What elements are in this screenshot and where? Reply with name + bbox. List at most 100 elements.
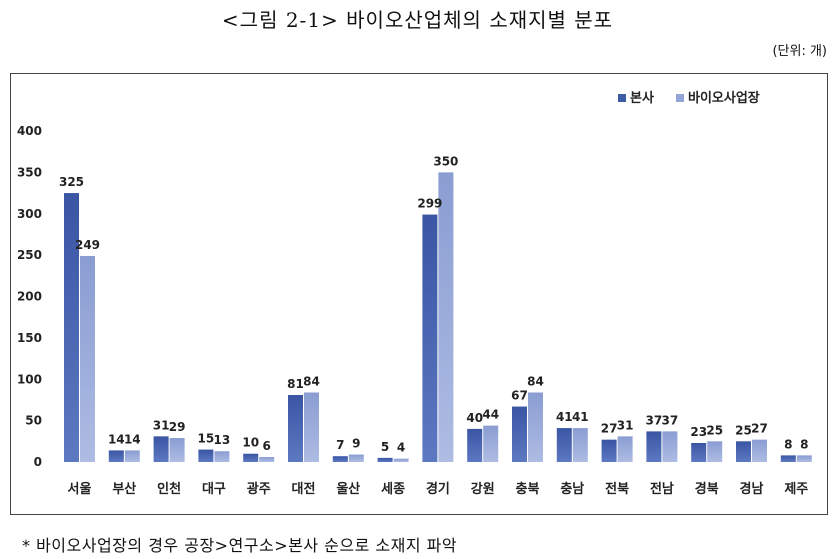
x-tick-label: 서울 <box>68 481 92 497</box>
data-label: 40 <box>466 411 483 425</box>
data-label: 9 <box>352 437 360 451</box>
y-tick-label: 0 <box>34 455 42 469</box>
legend-swatch-bio-site <box>676 94 684 102</box>
bar-headquarters <box>64 193 79 462</box>
data-label: 67 <box>511 389 528 403</box>
data-label: 350 <box>433 154 458 168</box>
data-label: 6 <box>263 439 271 453</box>
x-tick-label: 전남 <box>650 481 674 497</box>
x-tick-label: 세종 <box>381 482 405 497</box>
data-label: 31 <box>153 418 170 432</box>
y-axis: 0 50 100 150 200 250 300 350 400 <box>17 124 42 469</box>
x-tick-label: 충남 <box>560 481 584 497</box>
bar-bio-site <box>572 428 588 462</box>
y-tick-label: 150 <box>17 331 42 345</box>
y-tick-label: 300 <box>17 207 42 221</box>
unit-label: (단위: 개) <box>772 44 827 59</box>
data-label: 8 <box>784 437 792 451</box>
x-tick-label: 울산 <box>336 481 360 497</box>
chart-title: <그림 2-1> 바이오산업체의 소재지별 분포 <box>221 8 614 32</box>
x-tick-label: 대전 <box>292 481 316 497</box>
bar-bio-site <box>752 439 767 462</box>
bar-headquarters <box>332 456 348 462</box>
data-label: 31 <box>617 418 634 432</box>
data-label: 29 <box>169 420 186 434</box>
x-tick-label: 강원 <box>471 481 495 497</box>
data-label: 44 <box>482 408 499 422</box>
x-tick-label: 인천 <box>157 481 181 497</box>
bar-headquarters <box>646 431 662 462</box>
x-tick-label: 전북 <box>605 481 629 497</box>
x-tick-label: 광주 <box>247 482 271 497</box>
bar-headquarters <box>691 442 707 462</box>
bar-headquarters <box>198 449 214 462</box>
bars-group <box>64 172 812 462</box>
bar-bio-site <box>393 458 409 462</box>
bar-bio-site <box>214 451 230 462</box>
data-label: 27 <box>751 422 768 436</box>
y-tick-label: 200 <box>17 290 42 304</box>
data-label: 41 <box>572 410 589 424</box>
x-tick-label: 경기 <box>426 481 450 497</box>
bar-bio-site <box>707 441 723 462</box>
data-label: 41 <box>556 410 573 424</box>
bar-bio-site <box>483 425 499 462</box>
x-tick-label: 경북 <box>695 481 719 497</box>
bar-bio-site <box>348 454 364 462</box>
x-tick-label: 제주 <box>784 482 808 497</box>
y-tick-label: 350 <box>17 165 42 179</box>
y-tick-label: 250 <box>17 248 42 262</box>
bar-headquarters <box>736 441 751 462</box>
bar-bio-site <box>662 431 678 462</box>
bar-headquarters <box>467 428 483 462</box>
footnote: * 바이오사업장의 경우 공장>연구소>본사 순으로 소재지 파악 <box>22 536 458 555</box>
data-label: 15 <box>198 432 215 446</box>
bar-bio-site <box>304 392 319 462</box>
data-label: 14 <box>124 432 141 446</box>
data-label: 37 <box>646 413 663 427</box>
chart-frame <box>10 73 828 515</box>
bar-bio-site <box>124 450 140 462</box>
legend: 본사 바이오사업장 <box>618 90 760 106</box>
data-label: 325 <box>59 175 84 189</box>
bar-headquarters <box>288 394 303 462</box>
x-tick-label: 충북 <box>516 481 540 497</box>
legend-swatch-headquarters <box>618 94 626 102</box>
data-label: 81 <box>287 377 304 391</box>
x-tick-label: 부산 <box>112 481 136 497</box>
bar-bio-site <box>528 392 543 462</box>
data-label: 249 <box>75 238 100 252</box>
legend-label-bio-site: 바이오사업장 <box>688 90 760 106</box>
bar-bio-site <box>259 457 275 462</box>
data-label: 8 <box>800 437 808 451</box>
bar-bio-site <box>617 436 633 462</box>
data-label: 27 <box>601 422 618 436</box>
data-label: 14 <box>108 432 125 446</box>
data-label: 84 <box>303 374 320 388</box>
data-label: 37 <box>662 413 679 427</box>
bar-headquarters <box>556 428 572 462</box>
x-tick-label: 대구 <box>202 482 226 497</box>
bar-headquarters <box>601 439 617 462</box>
data-label: 84 <box>527 374 544 388</box>
data-label: 7 <box>336 438 344 452</box>
data-label: 10 <box>242 436 259 450</box>
data-label: 299 <box>417 197 442 211</box>
bar-headquarters <box>377 457 393 462</box>
legend-label-headquarters: 본사 <box>630 90 654 106</box>
bar-headquarters <box>153 436 169 462</box>
bar-headquarters <box>108 450 124 462</box>
data-label: 25 <box>735 423 752 437</box>
bar-bio-site <box>438 172 454 462</box>
bar-bio-site <box>80 255 95 462</box>
data-label: 4 <box>397 441 405 455</box>
y-tick-label: 400 <box>17 124 42 138</box>
data-label: 5 <box>381 440 389 454</box>
data-label: 13 <box>214 433 231 447</box>
y-tick-label: 100 <box>17 372 42 386</box>
bar-bio-site <box>169 438 185 462</box>
x-axis: 서울 부산 인천 대구 광주 대전 울산 세종 경기 강원 충북 충남 전북 전남 경북 경남 제주 <box>68 481 809 497</box>
x-tick-label: 경남 <box>740 481 764 497</box>
